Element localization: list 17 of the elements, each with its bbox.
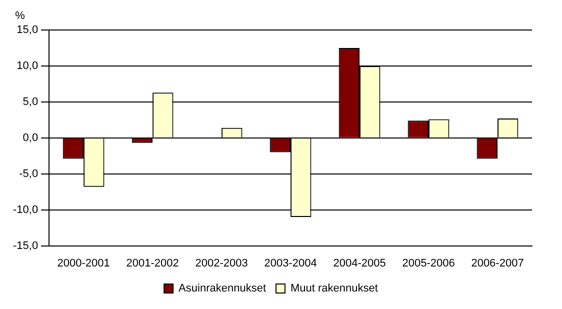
y-tick-label: -10,0: [12, 204, 38, 216]
x-tick-label: 2006-2007: [471, 257, 524, 270]
x-tick-label: 2001-2002: [126, 257, 179, 270]
y-tick-label: 10,0: [16, 60, 38, 72]
y-axis-title: %: [15, 10, 26, 22]
legend-label: Muut rakennukset: [290, 282, 378, 295]
y-tick-label: -15,0: [12, 240, 38, 252]
x-tick-label: 2005-2006: [402, 257, 455, 270]
x-tick-label: 2002-2003: [195, 257, 248, 270]
y-tick-label: 5,0: [22, 96, 38, 108]
x-tick-label: 2004-2005: [333, 257, 386, 270]
legend-label: Asuinrakennukset: [178, 282, 266, 295]
y-tick-label: 15,0: [16, 24, 38, 36]
y-tick-label: -5,0: [19, 168, 38, 180]
x-tick-label: 2003-2004: [264, 257, 317, 270]
x-tick-label: 2000-2001: [57, 257, 110, 270]
y-tick-label: 0,0: [22, 132, 38, 144]
